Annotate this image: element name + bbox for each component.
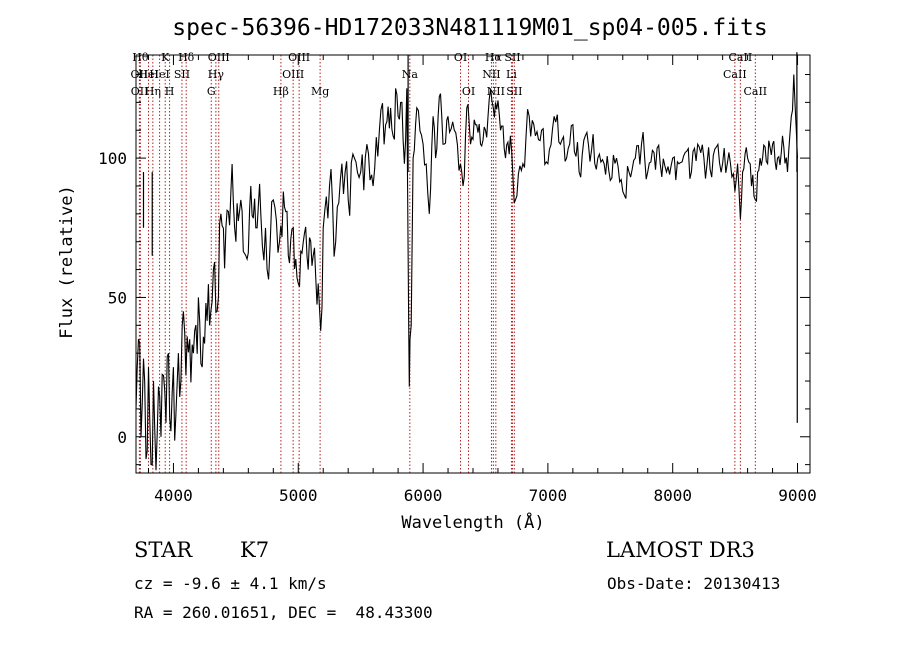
marker-label: SII: [174, 68, 190, 81]
survey-name: LAMOST DR3: [606, 538, 755, 562]
marker-label: NII: [482, 68, 500, 81]
marker-label: CaII: [743, 85, 767, 98]
y-axis-ticks: 0 50 100: [98, 74, 810, 466]
spectrum-line: [135, 74, 799, 471]
x-axis-ticks: 4000 5000 6000 7000 8000 9000: [147, 55, 817, 505]
marker-label: Hθ: [132, 51, 149, 64]
obs-date: Obs-Date: 20130413: [607, 574, 781, 593]
x-tick-label: 6000: [404, 486, 443, 505]
marker-label: OIII: [282, 68, 304, 81]
marker-label: HeI: [138, 68, 158, 81]
redshift-text: cz = -9.6 ± 4.1 km/s: [134, 574, 327, 593]
object-type: STAR: [134, 538, 193, 562]
marker-label: SII: [504, 51, 520, 64]
x-tick-label: 8000: [653, 486, 692, 505]
coordinates: RA = 260.01651, DEC = 48.43300: [134, 603, 433, 622]
marker-label: CaII: [723, 68, 747, 81]
marker-label: Hα: [485, 51, 503, 64]
plot-frame: [135, 54, 811, 474]
marker-label: G: [207, 85, 216, 98]
x-tick-label: 5000: [279, 486, 318, 505]
y-axis-label: Flux (relative): [57, 185, 77, 339]
x-tick-label: 9000: [778, 486, 817, 505]
marker-label: Mg: [311, 85, 329, 98]
spectrum-spikes: [142, 52, 798, 423]
x-tick-label: 4000: [154, 486, 193, 505]
marker-label: OII: [131, 85, 149, 98]
marker-label: Hβ: [273, 85, 289, 98]
marker-label: H: [165, 85, 175, 98]
marker-label: OI: [462, 85, 475, 98]
marker-label: Li: [506, 68, 517, 81]
chart-title: spec-56396-HD172033N481119M01_sp04-005.f…: [172, 15, 767, 41]
y-tick-label: 0: [117, 428, 127, 447]
y-tick-label: 50: [108, 288, 127, 307]
y-tick-label: 100: [98, 149, 127, 168]
marker-label: Hη: [145, 85, 161, 98]
marker-label: Na: [402, 68, 419, 81]
spectral-line-labels: HθOIIOIIHeIHηHeIKHSIIHδGHγOIIIHβOIIIOIII…: [131, 51, 768, 98]
marker-label: Hγ: [208, 68, 225, 81]
spectral-subclass: K7: [240, 538, 270, 562]
marker-label: OI: [454, 51, 467, 64]
marker-label: HeI: [149, 68, 169, 81]
marker-label: CaII: [729, 51, 753, 64]
x-axis-label: Wavelength (Å): [401, 511, 544, 533]
marker-label: SII: [506, 85, 522, 98]
x-tick-label: 7000: [529, 486, 568, 505]
marker-label: OIII: [208, 51, 230, 64]
marker-label: OIII: [288, 51, 310, 64]
marker-label: K: [161, 51, 170, 64]
marker-label: Hδ: [178, 51, 195, 64]
